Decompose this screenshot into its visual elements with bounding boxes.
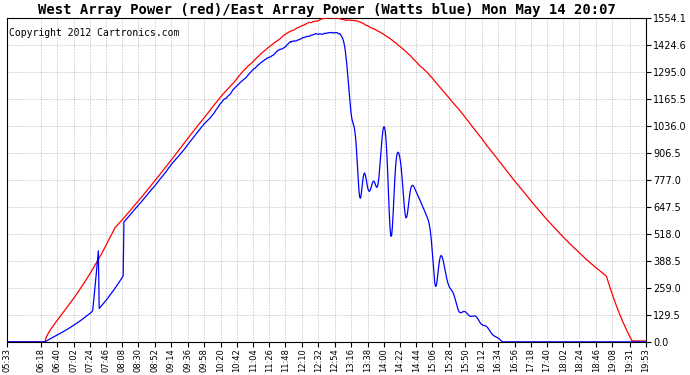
Title: West Array Power (red)/East Array Power (Watts blue) Mon May 14 20:07: West Array Power (red)/East Array Power … bbox=[37, 3, 615, 17]
Text: Copyright 2012 Cartronics.com: Copyright 2012 Cartronics.com bbox=[9, 28, 179, 38]
